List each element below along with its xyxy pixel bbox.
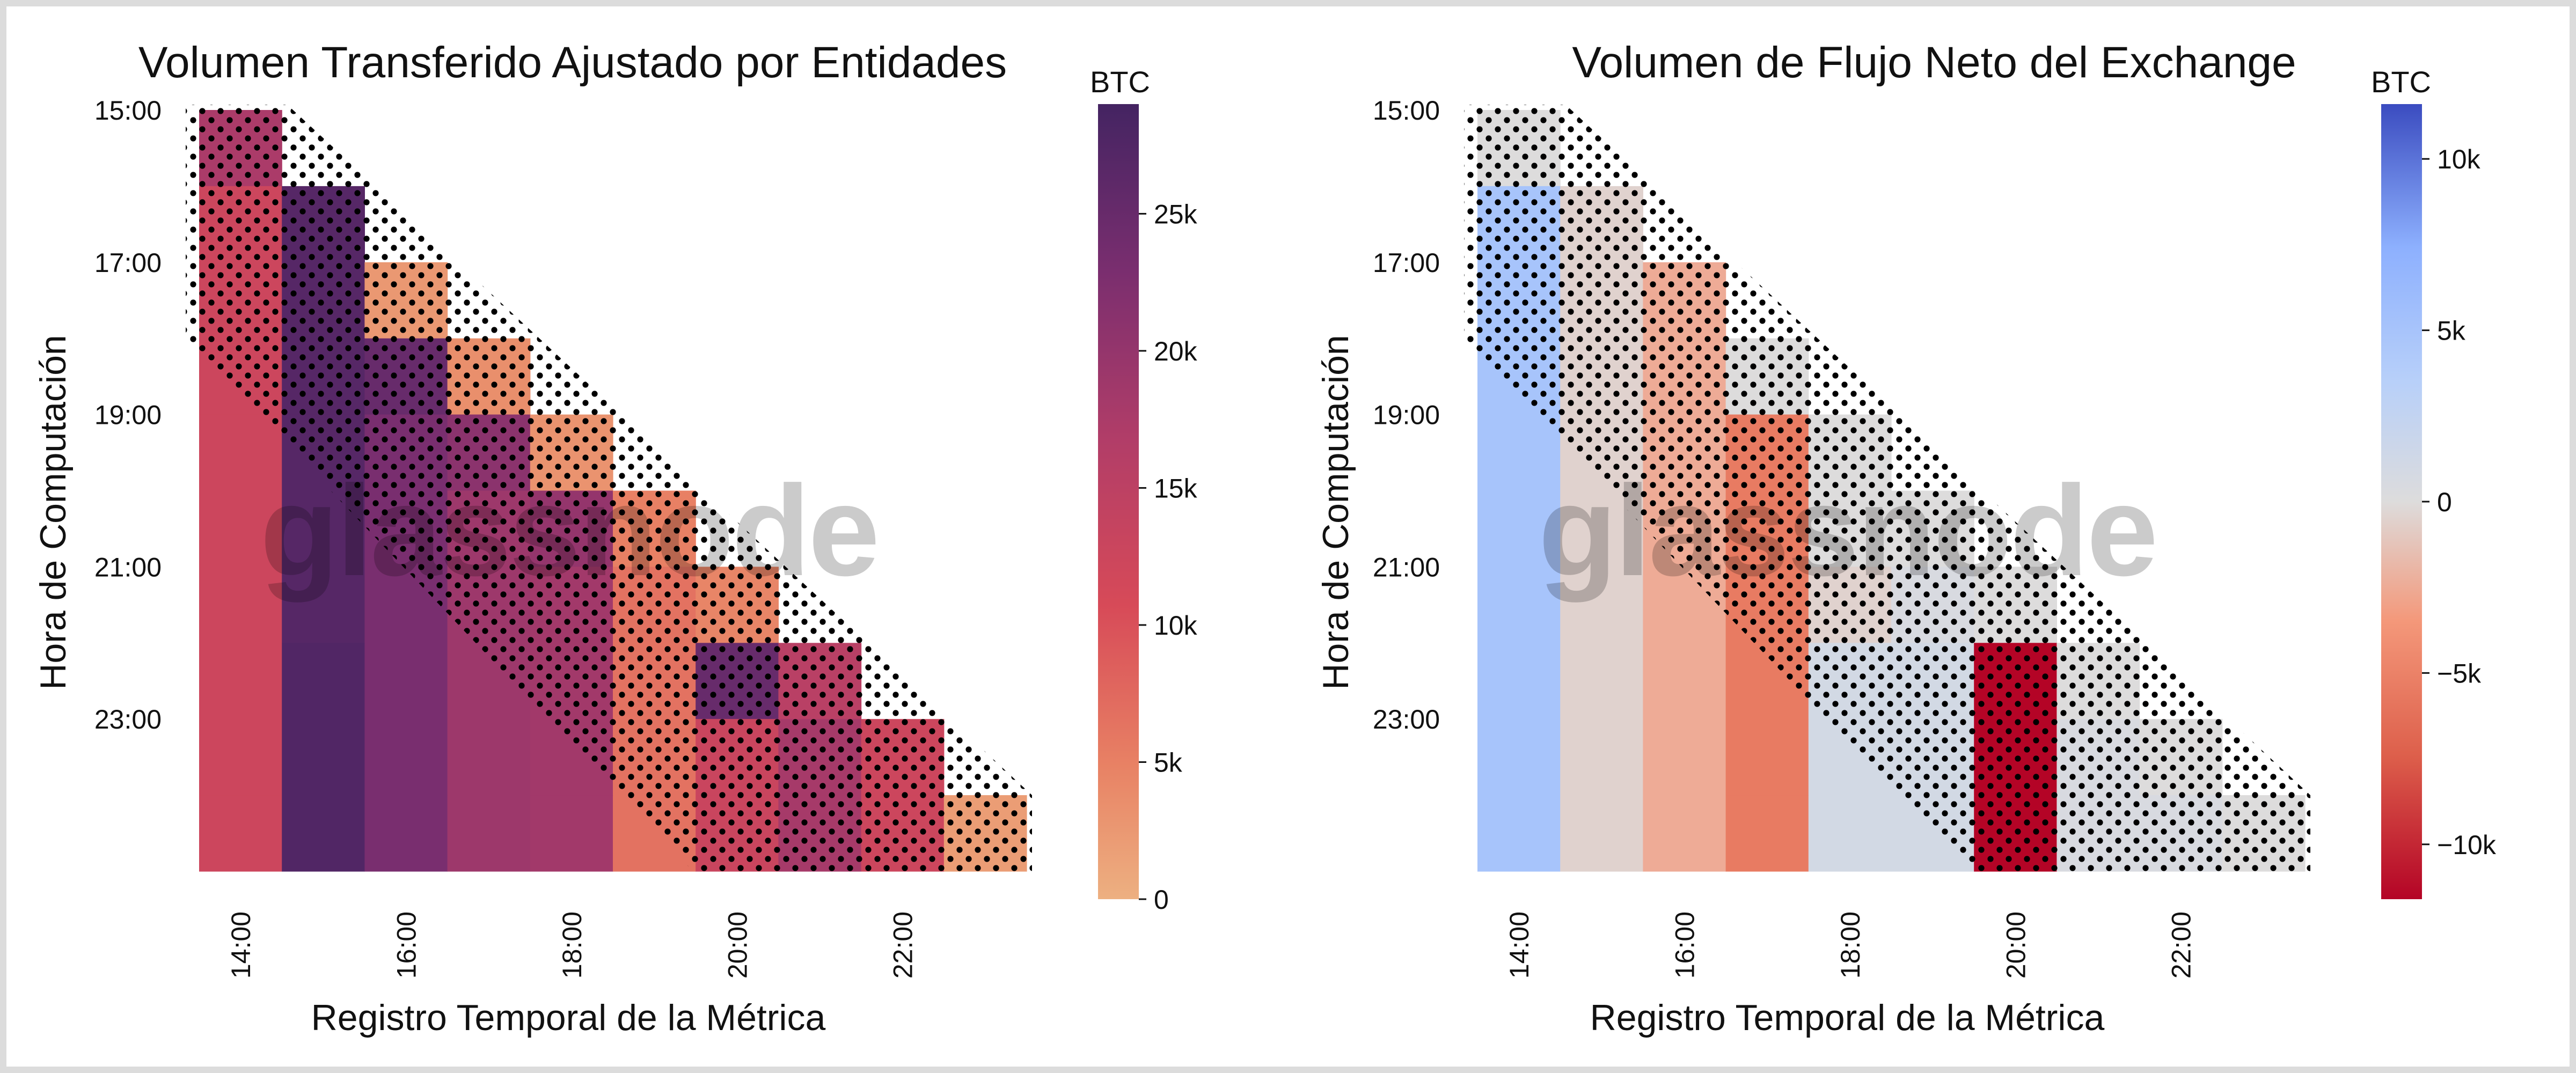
heatmap-cell bbox=[364, 643, 448, 719]
y-tick-label: 17:00 bbox=[1373, 248, 1440, 278]
colorbar-tick-label: 10k bbox=[2437, 144, 2481, 174]
x-tick-label: 18:00 bbox=[557, 912, 587, 979]
y-tick-label: 21:00 bbox=[1373, 552, 1440, 582]
y-axis-label: Hora de Computación bbox=[33, 335, 74, 689]
heatmap-cell bbox=[1560, 719, 1643, 796]
heatmap-cell bbox=[199, 719, 282, 796]
hatch-band bbox=[186, 105, 1032, 874]
heatmap-cell bbox=[1725, 795, 1809, 872]
heatmap-cell bbox=[1725, 719, 1809, 796]
heatmap-cell bbox=[364, 719, 448, 796]
y-tick-label: 23:00 bbox=[1373, 704, 1440, 734]
x-tick-label: 16:00 bbox=[392, 912, 422, 979]
colorbar-tick-label: −10k bbox=[2437, 830, 2497, 860]
watermark: glassnode bbox=[1539, 459, 2156, 602]
y-tick-label: 23:00 bbox=[94, 704, 162, 734]
colorbar-label: BTC bbox=[2371, 65, 2431, 99]
heatmap-cell bbox=[199, 643, 282, 719]
figure-canvas: Volumen Transferido Ajustado por Entidad… bbox=[33, 38, 2497, 1038]
heatmap-cell bbox=[1643, 795, 1726, 872]
heatmap-cell bbox=[364, 795, 448, 872]
y-tick-label: 21:00 bbox=[94, 552, 162, 582]
x-tick-label: 22:00 bbox=[2167, 912, 2197, 979]
chart-title: Volumen de Flujo Neto del Exchange bbox=[1572, 38, 2296, 87]
x-tick-label: 14:00 bbox=[226, 912, 256, 979]
heatmap-cell bbox=[1477, 414, 1561, 491]
colorbar-tick-label: 25k bbox=[1154, 199, 1198, 229]
colorbar-tick-label: 15k bbox=[1154, 473, 1198, 503]
heatmap-cell bbox=[282, 643, 365, 719]
colorbar-tick-label: −5k bbox=[2437, 658, 2482, 688]
y-tick-label: 19:00 bbox=[1373, 400, 1440, 430]
heatmap-cell bbox=[1808, 795, 1892, 872]
hatch-band bbox=[1464, 105, 2310, 874]
chart-entity-adjusted-volume: Volumen Transferido Ajustado por Entidad… bbox=[33, 38, 1198, 1038]
y-tick-label: 15:00 bbox=[94, 95, 162, 126]
heatmap-cell bbox=[282, 719, 365, 796]
y-tick-label: 17:00 bbox=[94, 248, 162, 278]
heatmap-cell bbox=[447, 795, 531, 872]
y-tick-labels: 15:00 17:00 19:00 21:00 23:00 bbox=[1373, 95, 1440, 734]
hatched-overlay bbox=[1464, 105, 2310, 874]
heatmap-cell bbox=[1643, 643, 1726, 719]
heatmap-cell bbox=[282, 795, 365, 872]
heatmap-cell bbox=[530, 795, 613, 872]
x-tick-label: 20:00 bbox=[722, 912, 752, 979]
x-tick-label: 20:00 bbox=[2001, 912, 2031, 979]
colorbar-tick-label: 5k bbox=[2437, 316, 2466, 346]
chart-title: Volumen Transferido Ajustado por Entidad… bbox=[138, 38, 1007, 87]
colorbar bbox=[2381, 104, 2422, 899]
heatmap-cell bbox=[199, 414, 282, 491]
x-tick-labels: 14:00 16:00 18:00 20:00 22:00 bbox=[226, 912, 918, 979]
heatmap-cell bbox=[282, 567, 365, 643]
figure: Volumen Transferido Ajustado por Entidad… bbox=[6, 6, 2570, 1067]
y-tick-labels: 15:00 17:00 19:00 21:00 23:00 bbox=[94, 95, 162, 734]
colorbar bbox=[1098, 104, 1139, 899]
hatched-overlay bbox=[186, 105, 1032, 874]
x-tick-label: 22:00 bbox=[888, 912, 918, 979]
heatmap-cell bbox=[1477, 795, 1561, 872]
heatmap-cell bbox=[199, 490, 282, 567]
x-axis-label: Registro Temporal de la Métrica bbox=[1590, 997, 2105, 1038]
colorbar-tick-label: 0 bbox=[2437, 487, 2452, 517]
heatmap-cell bbox=[1477, 719, 1561, 796]
x-tick-labels: 14:00 16:00 18:00 20:00 22:00 bbox=[1504, 912, 2197, 979]
y-tick-label: 19:00 bbox=[94, 400, 162, 430]
heatmap-cell bbox=[1477, 567, 1561, 643]
heatmap-cell bbox=[199, 795, 282, 872]
chart-exchange-net-flow: Volumen de Flujo Neto del Exchange glass… bbox=[1315, 38, 2497, 1038]
colorbar-tick-label: 20k bbox=[1154, 336, 1198, 366]
heatmap-cell bbox=[199, 567, 282, 643]
y-axis-label: Hora de Computación bbox=[1315, 335, 1356, 689]
x-tick-label: 18:00 bbox=[1835, 912, 1865, 979]
colorbar-tick-label: 10k bbox=[1154, 611, 1198, 641]
x-tick-label: 14:00 bbox=[1504, 912, 1534, 979]
y-tick-label: 15:00 bbox=[1373, 95, 1440, 126]
heatmap-cell bbox=[1560, 567, 1643, 643]
x-tick-label: 16:00 bbox=[1670, 912, 1700, 979]
heatmap-cell bbox=[1477, 643, 1561, 719]
colorbar-ticks: −10k −5k 0 5k 10k bbox=[2422, 144, 2497, 860]
colorbar-ticks: 0 5k 10k 15k 20k 25k bbox=[1139, 199, 1198, 915]
heatmap-cell bbox=[1643, 719, 1726, 796]
colorbar-tick-label: 0 bbox=[1154, 885, 1169, 915]
heatmap-cell bbox=[447, 719, 531, 796]
x-axis-label: Registro Temporal de la Métrica bbox=[311, 997, 826, 1038]
colorbar-tick-label: 5k bbox=[1154, 747, 1183, 777]
heatmap-cell bbox=[1477, 490, 1561, 567]
colorbar-label: BTC bbox=[1090, 65, 1150, 99]
heatmap-cell bbox=[1560, 643, 1643, 719]
heatmap-cell bbox=[1560, 795, 1643, 872]
watermark: glassnode bbox=[260, 459, 878, 602]
